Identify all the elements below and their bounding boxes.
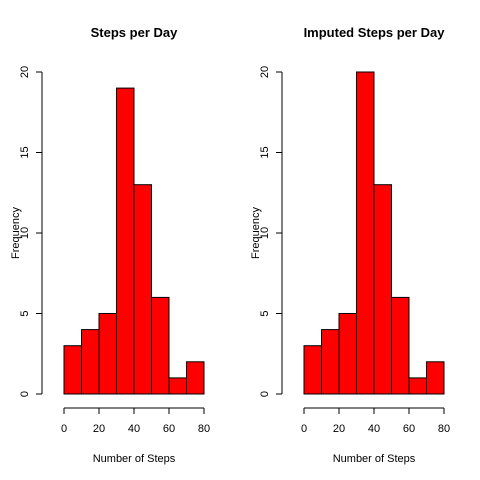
y-tick-label: 15 <box>19 146 31 158</box>
chart-title: Imputed Steps per Day <box>304 25 446 40</box>
histogram-bar <box>426 361 445 395</box>
x-axis: 0 20 40 60 80 <box>301 407 450 435</box>
chart-title: Steps per Day <box>91 25 178 40</box>
y-tick-label: 20 <box>19 66 31 78</box>
y-axis: 0 5 10 15 20 <box>259 66 283 397</box>
x-axis-label: Number of Steps <box>93 453 176 465</box>
histogram-bar <box>133 184 152 395</box>
histogram-bar <box>373 184 392 395</box>
x-tick-label: 20 <box>333 423 345 435</box>
y-tick-label: 0 <box>259 391 271 397</box>
histogram-bar <box>408 377 427 395</box>
y-tick-label: 20 <box>259 66 271 78</box>
x-axis-label: Number of Steps <box>333 453 416 465</box>
x-tick-label: 80 <box>438 423 450 435</box>
panel-steps-per-day: Steps per Day Number of Steps Frequency … <box>10 25 210 465</box>
histogram-bar <box>98 313 117 395</box>
y-axis-label: Frequency <box>10 207 22 259</box>
y-tick-label: 5 <box>19 310 31 316</box>
x-tick-label: 40 <box>128 423 140 435</box>
x-axis: 0 20 40 60 80 <box>61 407 210 435</box>
histogram-bar <box>338 313 357 395</box>
x-tick-label: 60 <box>403 423 415 435</box>
y-tick-label: 5 <box>259 310 271 316</box>
y-tick-label: 10 <box>259 227 271 239</box>
bars <box>303 71 445 395</box>
x-tick-label: 0 <box>301 423 307 435</box>
panel-imputed-steps-per-day: Imputed Steps per Day Number of Steps Fr… <box>250 25 450 465</box>
histogram-bar <box>63 345 82 395</box>
histogram-bar <box>81 329 100 395</box>
y-axis: 0 5 10 15 20 <box>19 66 43 397</box>
y-tick-label: 0 <box>19 391 31 397</box>
histogram-bar <box>356 71 375 395</box>
histogram-bar <box>391 296 410 395</box>
y-tick-label: 10 <box>19 227 31 239</box>
histogram-bar <box>303 345 322 395</box>
x-tick-label: 80 <box>198 423 210 435</box>
histogram-bar <box>116 87 135 395</box>
histogram-bar <box>321 329 340 395</box>
histogram-bar <box>151 296 170 395</box>
y-axis-label: Frequency <box>250 207 262 259</box>
histogram-bar <box>168 377 187 395</box>
y-tick-label: 15 <box>259 146 271 158</box>
bars <box>63 87 205 395</box>
x-tick-label: 0 <box>61 423 67 435</box>
x-tick-label: 40 <box>368 423 380 435</box>
histogram-bar <box>186 361 205 395</box>
x-tick-label: 20 <box>93 423 105 435</box>
x-tick-label: 60 <box>163 423 175 435</box>
